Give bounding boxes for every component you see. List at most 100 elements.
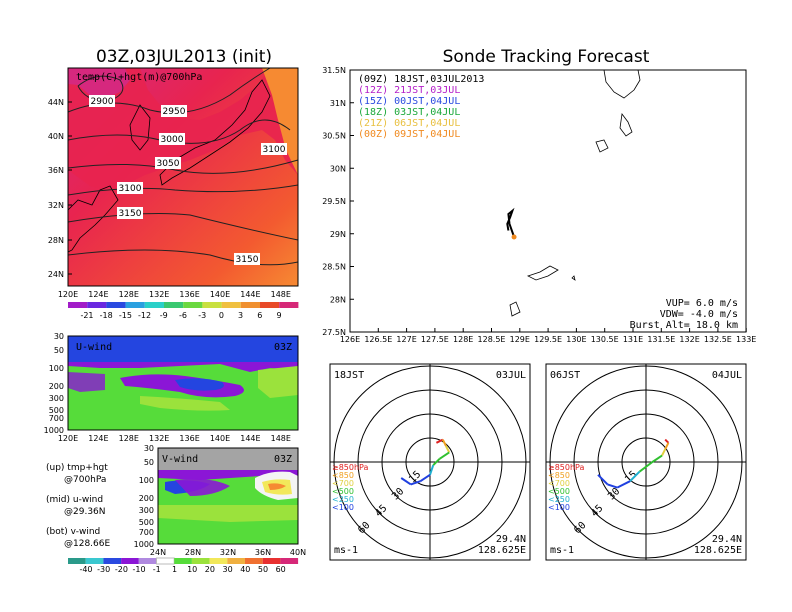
sonde-track	[506, 207, 517, 240]
colorbar-swatch	[103, 558, 122, 564]
vdw-text: VDW= -4.0 m/s	[660, 309, 738, 320]
lon-tick-label: 132E	[149, 434, 169, 443]
track-map-plot	[349, 69, 747, 333]
colorbar-label: -18	[100, 311, 113, 320]
hodograph-lat: 29.4N	[712, 534, 742, 545]
hodograph-unit: ms-1	[334, 545, 358, 556]
lat-tick-label: 40N	[290, 548, 306, 557]
colorbar-swatch	[121, 558, 139, 564]
pressure-tick-label: 500	[49, 406, 64, 415]
colorbar-label: -40	[79, 565, 92, 574]
contour-label-bg	[161, 105, 187, 117]
lon-tick-label: 124E	[88, 434, 108, 443]
hodograph-left: 18JST 03JUL15304560≥850hPa<850<700<500<25…	[329, 363, 531, 561]
hodograph-segment	[638, 461, 654, 473]
pressure-tick-label: 700	[139, 528, 154, 537]
colorbar-label: 6	[257, 311, 262, 320]
level-legend-entry: <100	[548, 503, 570, 512]
lat-tick-label: 29N	[330, 230, 346, 239]
colorbar-label: -15	[119, 311, 132, 320]
lat-tick-label: 29.5N	[322, 197, 346, 206]
hodograph-segment	[664, 438, 670, 444]
pressure-tick-label: 100	[49, 364, 64, 373]
track-time-legend: (09Z) 18JST,03JUL2013(12Z) 21JST,03JUL(1…	[358, 74, 484, 140]
contour-label-bg	[234, 253, 260, 265]
colorbar-label: 30	[223, 565, 233, 574]
pressure-tick-label: 700	[49, 414, 64, 423]
level-legend-entry: <700	[332, 479, 354, 488]
hodograph-right: 06JST 04JUL15304560≥850hPa<850<700<500<25…	[545, 363, 747, 561]
burst-text: Burst Alt= 18.0 km	[630, 320, 738, 331]
hodograph-lon: 128.625E	[694, 545, 742, 556]
colorbar-swatch	[202, 302, 222, 308]
lat-tick-label: 44N	[48, 98, 64, 107]
v-wind-colorbar: -40 -30 -20 -10 -1 1 10 20 30 40 50 60	[68, 557, 299, 574]
lat-tick-label: 32N	[220, 548, 236, 557]
lon-tick-label: 136E	[179, 434, 199, 443]
hodograph-segment	[445, 445, 451, 453]
colorbar-label: -30	[97, 565, 110, 574]
colorbar-swatch	[106, 302, 126, 308]
pressure-tick-label: 200	[49, 382, 64, 391]
note-line: @29.36N	[64, 507, 106, 517]
hodograph-lon: 128.625E	[478, 545, 526, 556]
hodograph-unit: ms-1	[550, 545, 574, 556]
note-line: (bot) v-wind	[46, 527, 100, 537]
temp-colorbar: -21 -18 -15 -12 -9 -6 -3 0 3 6 9	[68, 302, 299, 320]
contour-label: 2950	[163, 107, 186, 117]
level-legend-entry: <850	[332, 471, 354, 480]
lon-tick-label: 131E	[623, 335, 643, 344]
contour-label-bg	[159, 133, 185, 145]
lon-tick-label: 130.5E	[591, 335, 619, 344]
colorbar-swatch	[85, 558, 104, 564]
lon-tick-label: 140E	[210, 434, 230, 443]
colorbar-swatch	[262, 558, 281, 564]
contour-label-bg	[117, 207, 143, 219]
contour-label-bg	[261, 143, 287, 155]
colorbar-swatch	[164, 302, 184, 308]
lon-tick-label: 132E	[679, 335, 699, 344]
level-legend-entry: <250	[332, 495, 354, 504]
contour-label-bg	[155, 157, 181, 169]
level-legend-entry: <100	[332, 503, 354, 512]
temp-panel-title: 03Z,03JUL2013 (init)	[96, 47, 272, 67]
level-legend-entry: ≥850hPa	[548, 463, 585, 472]
colorbar-swatch	[221, 302, 241, 308]
contour-label: 3150	[236, 255, 259, 265]
colorbar-swatch	[68, 558, 86, 564]
lon-tick-label: 133E	[736, 335, 756, 344]
lon-tick-label: 127.5E	[421, 335, 449, 344]
note-line: @700hPa	[64, 475, 106, 485]
level-legend-entry: <500	[548, 487, 570, 496]
lon-tick-label: 126.5E	[364, 335, 392, 344]
time-legend-entry: (18Z) 03JST,04JUL	[358, 107, 460, 118]
lat-tick-label: 28N	[330, 295, 346, 304]
pressure-tick-label: 50	[54, 346, 64, 355]
hodograph-segment	[432, 458, 441, 466]
note-line: (mid) u-wind	[46, 495, 103, 505]
hodograph-segment	[597, 474, 609, 486]
lon-tick-label: 131.5E	[647, 335, 675, 344]
lat-tick-label: 36N	[48, 166, 64, 175]
colorbar-swatch	[227, 558, 245, 564]
colorbar-label: 0	[219, 311, 224, 320]
pressure-tick-label: 1000	[44, 426, 64, 435]
level-legend-entry: <700	[548, 479, 570, 488]
level-legend-entry: <250	[548, 495, 570, 504]
level-legend-entry: ≥850hPa	[332, 463, 369, 472]
u-wind-label: U-wind	[76, 342, 112, 353]
v-wind-plot	[157, 447, 299, 545]
contour-label: 3000	[161, 135, 184, 145]
lat-tick-label: 28N	[48, 236, 64, 245]
pressure-tick-label: 300	[49, 394, 64, 403]
lat-tick-label: 28.5N	[322, 263, 346, 272]
colorbar-swatch	[174, 558, 192, 564]
sonde-end-point	[511, 234, 517, 240]
hodograph-segment	[629, 470, 641, 482]
colorbar-label: -3	[198, 311, 206, 320]
level-legend-entry: <850	[548, 471, 570, 480]
hodograph-segment	[664, 442, 670, 450]
